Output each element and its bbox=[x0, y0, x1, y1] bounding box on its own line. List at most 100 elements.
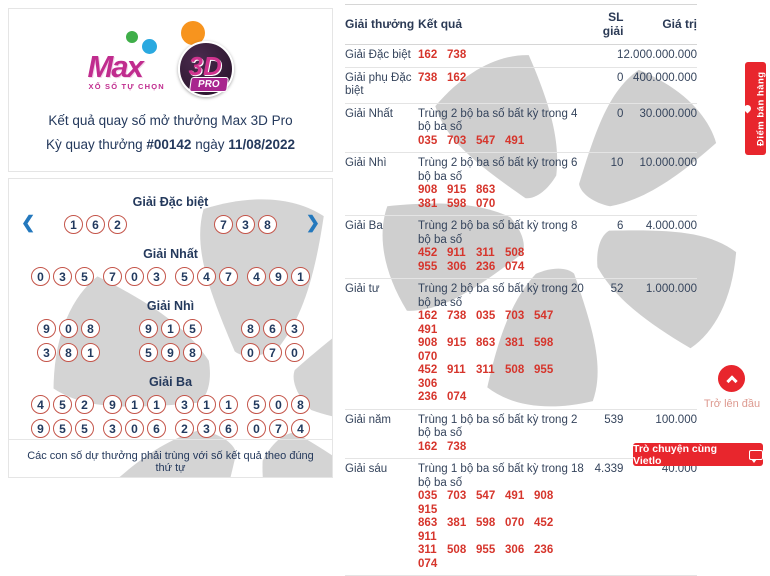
prize-number: 908 bbox=[534, 490, 554, 502]
prize-value-cell: 30.000.000 bbox=[623, 103, 697, 153]
prize-numbers-line: 035 703 547 491 bbox=[418, 135, 589, 149]
prize-digit: 0 bbox=[125, 419, 144, 438]
prize-digit: 0 bbox=[241, 343, 260, 362]
prize-section: Giải Nhì 9 0 8 9 1 5 8 6 3 3 8 1 5 9 8 0 7 0 bbox=[9, 291, 332, 362]
prize-digit: 9 bbox=[103, 395, 122, 414]
prize-number: 311 bbox=[418, 544, 437, 556]
prize-digit: 1 bbox=[219, 395, 238, 414]
prize-digit: 0 bbox=[269, 395, 288, 414]
prize-number: 162 bbox=[418, 440, 438, 453]
logo-tagline: XỔ SỐ TỰ CHỌN bbox=[88, 82, 165, 91]
prize-value-cell: 4.000.000 bbox=[623, 215, 697, 279]
prize-description: Trùng 2 bộ ba số bất kỳ trong 6 bộ ba số bbox=[418, 157, 578, 183]
draw-period-id: #00142 bbox=[146, 137, 192, 152]
prize-digit: 1 bbox=[64, 215, 83, 234]
prize-digit: 5 bbox=[75, 267, 94, 286]
prize-numbers-line: 381 598 070 bbox=[418, 198, 589, 212]
table-row: Giải tư Trùng 2 bộ ba số bất kỳ trong 20 … bbox=[345, 278, 697, 410]
prize-digit: 5 bbox=[53, 419, 72, 438]
back-to-top-label: Trở lên đầu bbox=[703, 398, 761, 410]
prize-number: 738 bbox=[447, 440, 467, 453]
prize-count-cell: 6 bbox=[593, 215, 624, 279]
prize-digit: 5 bbox=[247, 395, 266, 414]
prize-description: Trùng 2 bộ ba số bất kỳ trong 20 bộ ba s… bbox=[418, 283, 584, 309]
prize-number: 452 bbox=[534, 517, 554, 529]
prize-digit: 0 bbox=[285, 343, 304, 362]
prize-result-cell: Trùng 2 bộ ba số bất kỳ trong 6 bộ ba số… bbox=[418, 152, 594, 216]
previous-draw-arrow[interactable]: ❮ bbox=[21, 213, 36, 232]
prize-digit: 6 bbox=[86, 215, 105, 234]
prize-number: 955 bbox=[476, 544, 496, 556]
prize-name-cell: Giải sáu bbox=[345, 458, 419, 576]
prize-number: 236 bbox=[418, 391, 438, 403]
prize-number: 074 bbox=[418, 557, 438, 570]
prize-description: Trùng 2 bộ ba số bất kỳ trong 4 bộ ba số bbox=[418, 107, 578, 134]
prize-number: 162 bbox=[418, 49, 438, 61]
prize-number: 070 bbox=[418, 350, 438, 363]
prize-number: 547 bbox=[476, 134, 496, 147]
prize-number: 863 bbox=[418, 517, 438, 529]
prize-number: 311 bbox=[476, 247, 495, 259]
draw-period-line: Kỳ quay thưởng #00142 ngày 11/08/2022 bbox=[9, 137, 332, 152]
prize-digit: 1 bbox=[197, 395, 216, 414]
winning-numbers-card: ❮ ❯ Giải Đặc biệt 1 6 2 7 3 8 Giải Nhất 0 3 5 7 0 3 5 4… bbox=[8, 178, 333, 478]
table-row: Giải phụ Đặc biệt 738 162 0 400.000.000 bbox=[345, 67, 697, 104]
prize-digit: 7 bbox=[263, 343, 282, 362]
prize-digit: 3 bbox=[53, 267, 72, 286]
prize-number: 911 bbox=[447, 364, 466, 376]
chat-button-label: Trò chuyện cùng Vietlo bbox=[633, 442, 718, 467]
back-to-top-button[interactable] bbox=[718, 365, 745, 392]
prize-numbers-line: 311 508 955 306 236 074 bbox=[418, 544, 589, 571]
prize-sections: Giải Đặc biệt 1 6 2 7 3 8 Giải Nhất 0 3 5 7 0 3 5 4 7 4 9 1… bbox=[9, 179, 332, 438]
prize-number: 955 bbox=[534, 364, 554, 376]
store-locator-tab[interactable]: Điểm bán hàng bbox=[743, 62, 767, 155]
chat-bubble-icon bbox=[749, 449, 763, 463]
prize-number: 703 bbox=[447, 490, 467, 502]
prize-number: 306 bbox=[505, 544, 525, 556]
prize-digit: 0 bbox=[247, 419, 266, 438]
prize-number: 915 bbox=[447, 184, 467, 196]
prize-digit: 1 bbox=[81, 343, 100, 362]
prize-value-cell: 2.000.000.000 bbox=[623, 44, 697, 68]
prize-numbers-line: 955 306 236 074 bbox=[418, 261, 589, 275]
prize-number: 955 bbox=[418, 260, 438, 273]
prize-digit: 2 bbox=[75, 395, 94, 414]
next-draw-arrow[interactable]: ❯ bbox=[305, 213, 320, 232]
prize-result-cell: Trùng 2 bộ ba số bất kỳ trong 8 bộ ba số… bbox=[418, 215, 594, 279]
prize-number: 547 bbox=[476, 490, 496, 502]
logo-3d-circle: 3D PRO bbox=[177, 41, 234, 97]
blue-ball-icon bbox=[141, 39, 157, 54]
prize-table: Giải thưởng Kết quả SL giải Giá trị Giải… bbox=[345, 4, 697, 576]
prize-description: Trùng 1 bộ ba số bất kỳ trong 18 bộ ba s… bbox=[418, 463, 584, 489]
table-row: Giải Nhì Trùng 2 bộ ba số bất kỳ trong 6 … bbox=[345, 152, 697, 216]
draw-period-prefix: Kỳ quay thưởng bbox=[45, 137, 147, 152]
chat-button[interactable]: Trò chuyện cùng Vietlo bbox=[633, 442, 763, 467]
prize-number: 508 bbox=[447, 544, 467, 556]
prize-number: 491 bbox=[418, 323, 438, 336]
table-row: Giải sáu Trùng 1 bộ ba số bất kỳ trong 18… bbox=[345, 458, 697, 576]
prize-number: 738 bbox=[447, 49, 467, 61]
prize-digit: 6 bbox=[219, 419, 238, 438]
prize-number: 070 bbox=[505, 517, 525, 529]
draw-period-middle: ngày bbox=[191, 137, 229, 152]
prize-digit: 2 bbox=[175, 419, 194, 438]
prize-number: 911 bbox=[418, 530, 437, 543]
store-locator-label: Điểm bán hàng bbox=[755, 71, 767, 146]
prize-digit: 1 bbox=[291, 267, 310, 286]
prize-digit: 3 bbox=[147, 267, 166, 286]
prize-count-cell: 52 bbox=[593, 278, 624, 410]
prize-numbers-line: 452 911 311 508 955 306 bbox=[418, 364, 589, 391]
prize-numbers-line: 162 738 bbox=[418, 441, 589, 455]
